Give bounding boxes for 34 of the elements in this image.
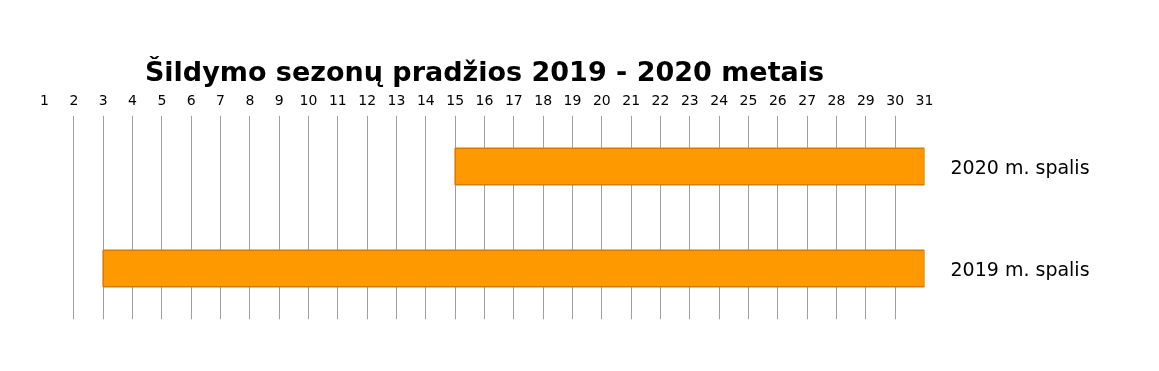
x-tick-label: 30 — [886, 91, 905, 108]
x-tick-label: 7 — [216, 91, 225, 108]
x-tick-label: 19 — [563, 91, 582, 108]
x-tick-label: 31 — [915, 91, 934, 108]
x-tick-label: 27 — [798, 91, 817, 108]
x-tick-label: 10 — [299, 91, 318, 108]
x-tick-label: 15 — [446, 91, 465, 108]
x-tick-label: 16 — [475, 91, 494, 108]
x-tick-label: 25 — [739, 91, 758, 108]
x-tick-label: 6 — [186, 91, 196, 108]
x-tick-label: 17 — [504, 91, 523, 108]
x-tick-label: 26 — [768, 91, 787, 108]
x-tick-label: 12 — [358, 91, 377, 108]
x-tick-label: 1 — [40, 91, 49, 108]
x-tick-label: 20 — [592, 91, 611, 108]
x-tick-label: 21 — [622, 91, 641, 108]
x-tick-label: 24 — [710, 91, 729, 108]
chart-title: Šildymo sezonų pradžios 2019 - 2020 metais — [144, 55, 825, 87]
x-tick-label: 18 — [534, 91, 553, 108]
x-tick-label: 22 — [651, 91, 670, 108]
x-tick-label: 5 — [157, 91, 167, 108]
x-tick-label: 13 — [387, 91, 406, 108]
x-tick-label: 8 — [245, 91, 255, 108]
x-tick-label: 2 — [69, 91, 79, 108]
x-tick-label: 28 — [827, 91, 846, 108]
x-tick-label: 3 — [98, 91, 108, 108]
x-tick-label: 4 — [128, 91, 138, 108]
x-tick-label: 14 — [416, 91, 435, 108]
x-tick-label: 23 — [680, 91, 699, 108]
x-tick-label: 29 — [856, 91, 875, 108]
y-tick-label: 2020 m. spalis — [950, 155, 1090, 178]
y-tick-label: 2019 m. spalis — [950, 257, 1090, 280]
x-tick-label: 11 — [328, 91, 347, 108]
x-tick-label: 9 — [274, 91, 284, 108]
